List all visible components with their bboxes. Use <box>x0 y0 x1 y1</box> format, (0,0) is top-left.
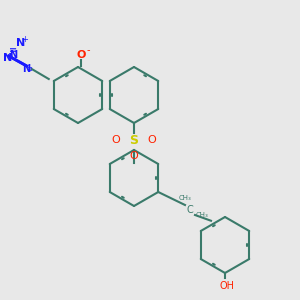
Text: CH₃: CH₃ <box>196 212 208 218</box>
Text: CH₃: CH₃ <box>178 195 191 201</box>
Text: C: C <box>187 205 194 215</box>
Text: O: O <box>148 135 156 145</box>
Text: OH: OH <box>220 281 235 291</box>
Text: +: + <box>22 35 28 44</box>
Text: ≡: ≡ <box>9 45 17 55</box>
Text: N: N <box>3 53 13 63</box>
Text: N: N <box>22 64 30 74</box>
Text: -: - <box>86 45 90 55</box>
Text: O: O <box>130 151 138 161</box>
Text: N: N <box>9 50 17 60</box>
Text: N: N <box>16 38 26 48</box>
Text: O: O <box>76 50 86 60</box>
Text: O: O <box>112 135 120 145</box>
Text: S: S <box>130 134 139 146</box>
Text: ≡: ≡ <box>26 66 32 72</box>
